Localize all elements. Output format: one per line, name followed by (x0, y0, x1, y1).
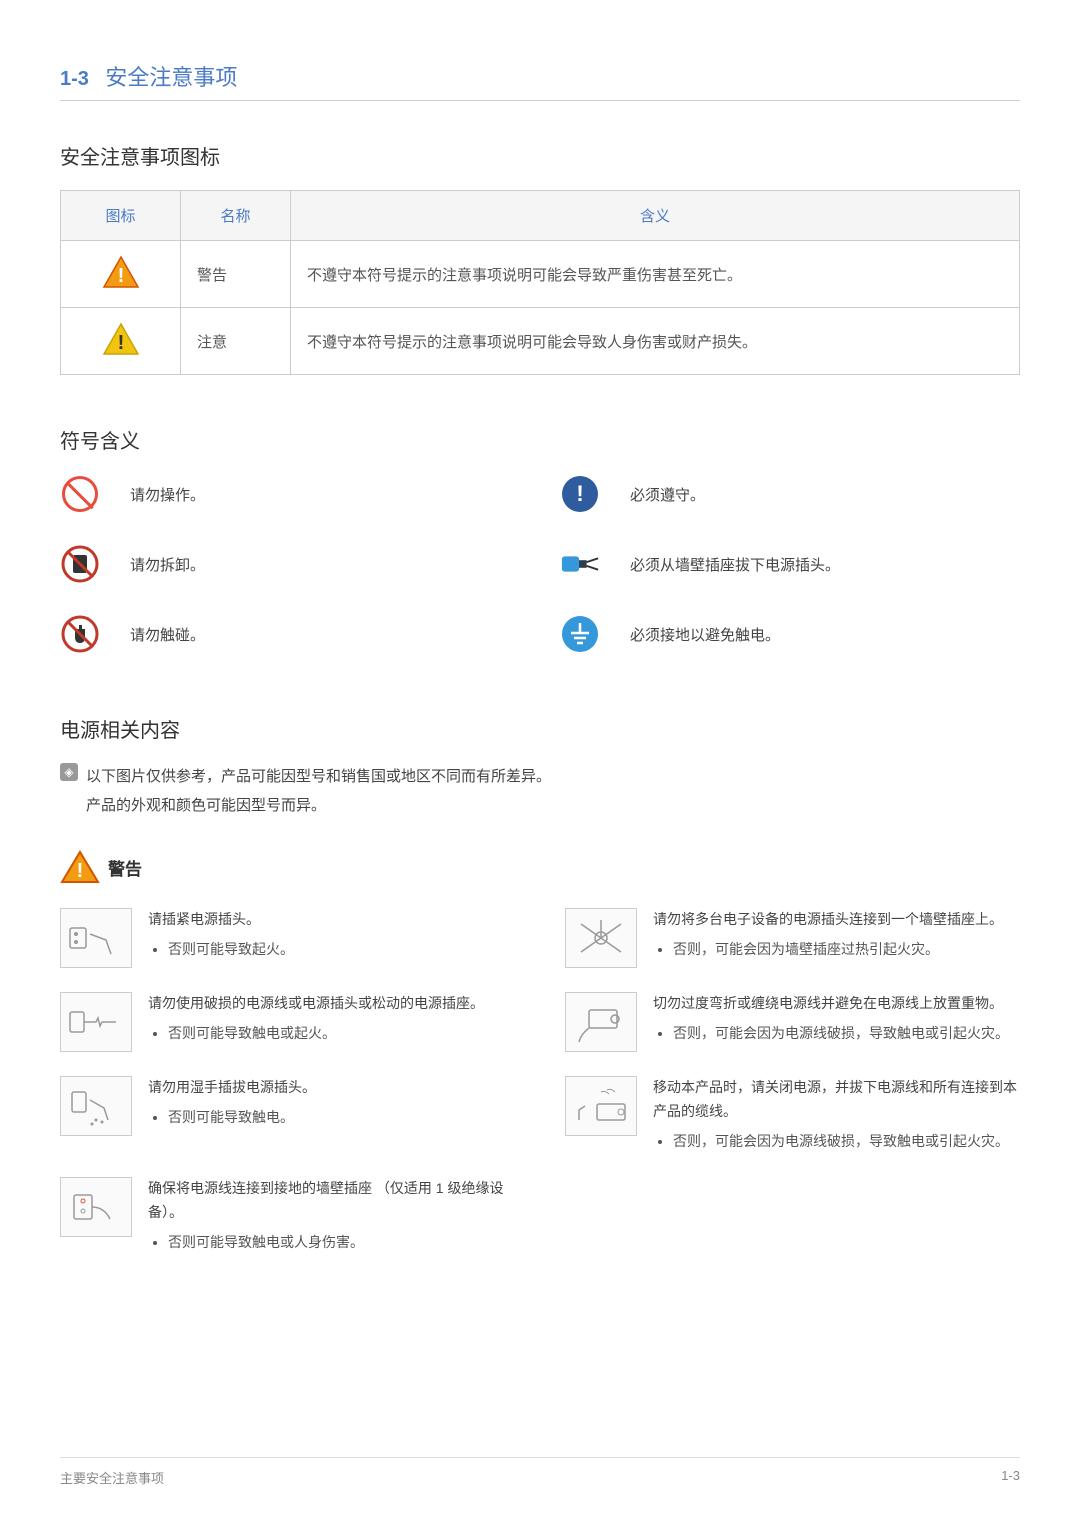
ground-icon (560, 614, 600, 654)
power-item: 请勿用湿手插拔电源插头。 否则可能导致触电。 (60, 1076, 515, 1153)
symbol-row: 必须从墙壁插座拔下电源插头。 (560, 544, 1020, 584)
damaged-cord-icon (60, 992, 132, 1052)
bend-cord-icon (565, 992, 637, 1052)
footer-right: 1-3 (1001, 1468, 1020, 1487)
caution-triangle-icon: ! (61, 308, 181, 375)
power-bullet: 否则可能导致触电。 (168, 1106, 316, 1130)
row1-meaning: 不遵守本符号提示的注意事项说明可能会导致严重伤害甚至死亡。 (291, 241, 1020, 308)
power-item: 请勿将多台电子设备的电源插头连接到一个墙壁插座上。 否则，可能会因为墙壁插座过热… (565, 908, 1020, 968)
power-title: 确保将电源线连接到接地的墙壁插座 （仅适用 1 级绝缘设备）。 (148, 1177, 515, 1225)
svg-text:!: ! (117, 332, 124, 354)
power-bullet: 否则，可能会因为墙壁插座过热引起火灾。 (673, 938, 1003, 962)
power-item: 请插紧电源插头。 否则可能导致起火。 (60, 908, 515, 968)
must-follow-icon: ! (560, 474, 600, 514)
icon-meaning-table: 图标 名称 含义 ! 警告 不遵守本符号提示的注意事项说明可能会导致严重伤害甚至… (60, 190, 1020, 375)
power-bullet: 否则，可能会因为电源线破损，导致触电或引起火灾。 (673, 1022, 1009, 1046)
symbol-row: 请勿拆卸。 (60, 544, 520, 584)
symbol-label: 必须从墙壁插座拔下电源插头。 (630, 554, 840, 575)
symbol-row: 必须接地以避免触电。 (560, 614, 1020, 654)
symbol-row: 请勿操作。 (60, 474, 520, 514)
subheader-icons: 安全注意事项图标 (60, 141, 1020, 170)
power-title: 请勿使用破损的电源线或电源插头或松动的电源插座。 (148, 992, 484, 1016)
no-touch-icon (60, 614, 100, 654)
multi-plug-icon (565, 908, 637, 968)
svg-text:!: ! (77, 860, 84, 882)
prohibit-icon (60, 474, 100, 514)
footer-left: 主要安全注意事项 (60, 1468, 164, 1487)
power-title: 请勿用湿手插拔电源插头。 (148, 1076, 316, 1100)
table-row: ! 警告 不遵守本符号提示的注意事项说明可能会导致严重伤害甚至死亡。 (61, 241, 1020, 308)
row2-name: 注意 (181, 308, 291, 375)
section-title: 安全注意事项 (105, 65, 237, 90)
power-title: 请插紧电源插头。 (148, 908, 294, 932)
page-header: 1-3 安全注意事项 (60, 60, 1020, 101)
row1-name: 警告 (181, 241, 291, 308)
note-icon: ◈ (60, 763, 78, 781)
power-title: 切勿过度弯折或缠绕电源线并避免在电源线上放置重物。 (653, 992, 1009, 1016)
power-item: 切勿过度弯折或缠绕电源线并避免在电源线上放置重物。 否则，可能会因为电源线破损，… (565, 992, 1020, 1052)
symbol-row: ! 必须遵守。 (560, 474, 1020, 514)
power-title: 移动本产品时，请关闭电源，并拔下电源线和所有连接到本产品的缆线。 (653, 1076, 1020, 1124)
th-name: 名称 (181, 191, 291, 241)
symbol-label: 请勿拆卸。 (130, 554, 205, 575)
warning-triangle-icon: ! (60, 850, 100, 884)
row2-meaning: 不遵守本符号提示的注意事项说明可能会导致人身伤害或财产损失。 (291, 308, 1020, 375)
plug-firmly-icon (60, 908, 132, 968)
note-line2: 产品的外观和颜色可能因型号而异。 (86, 792, 551, 821)
th-meaning: 含义 (291, 191, 1020, 241)
power-bullet: 否则，可能会因为电源线破损，导致触电或引起火灾。 (673, 1130, 1020, 1154)
warning-label: 警告 (108, 855, 142, 880)
note-text: 以下图片仅供参考，产品可能因型号和销售国或地区不同而有所差异。 产品的外观和颜色… (86, 763, 551, 820)
symbol-grid: 请勿操作。 ! 必须遵守。 请勿拆卸。 必须从墙壁插座拔下电源插头。 请勿触碰。… (60, 474, 1020, 654)
power-bullet: 否则可能导致触电或人身伤害。 (168, 1231, 515, 1255)
subheader-power: 电源相关内容 (60, 714, 1020, 743)
no-disassemble-icon (60, 544, 100, 584)
power-item: 移动本产品时，请关闭电源，并拔下电源线和所有连接到本产品的缆线。 否则，可能会因… (565, 1076, 1020, 1153)
section-number: 1-3 (60, 68, 89, 90)
symbol-label: 请勿操作。 (130, 484, 205, 505)
table-row: ! 注意 不遵守本符号提示的注意事项说明可能会导致人身伤害或财产损失。 (61, 308, 1020, 375)
note-line1: 以下图片仅供参考，产品可能因型号和销售国或地区不同而有所差异。 (86, 763, 551, 792)
wet-hand-icon (60, 1076, 132, 1136)
warning-badge: ! 警告 (60, 850, 1020, 884)
grounded-outlet-icon (60, 1177, 132, 1237)
symbol-label: 必须接地以避免触电。 (630, 624, 780, 645)
symbol-label: 请勿触碰。 (130, 624, 205, 645)
page-footer: 主要安全注意事项 1-3 (60, 1457, 1020, 1487)
table-header-row: 图标 名称 含义 (61, 191, 1020, 241)
reference-note: ◈ 以下图片仅供参考，产品可能因型号和销售国或地区不同而有所差异。 产品的外观和… (60, 763, 1020, 820)
power-bullet: 否则可能导致触电或起火。 (168, 1022, 484, 1046)
unplug-icon (560, 544, 600, 584)
symbol-label: 必须遵守。 (630, 484, 705, 505)
warning-triangle-icon: ! (61, 241, 181, 308)
power-item: 请勿使用破损的电源线或电源插头或松动的电源插座。 否则可能导致触电或起火。 (60, 992, 515, 1052)
power-title: 请勿将多台电子设备的电源插头连接到一个墙壁插座上。 (653, 908, 1003, 932)
subheader-symbols: 符号含义 (60, 425, 1020, 454)
power-warnings-grid: 请插紧电源插头。 否则可能导致起火。 请勿将多台电子设备的电源插头连接到一个墙壁… (60, 908, 1020, 1255)
svg-text:!: ! (117, 265, 124, 287)
power-bullet: 否则可能导致起火。 (168, 938, 294, 962)
symbol-row: 请勿触碰。 (60, 614, 520, 654)
power-item: 确保将电源线连接到接地的墙壁插座 （仅适用 1 级绝缘设备）。 否则可能导致触电… (60, 1177, 515, 1254)
move-product-icon (565, 1076, 637, 1136)
th-icon: 图标 (61, 191, 181, 241)
